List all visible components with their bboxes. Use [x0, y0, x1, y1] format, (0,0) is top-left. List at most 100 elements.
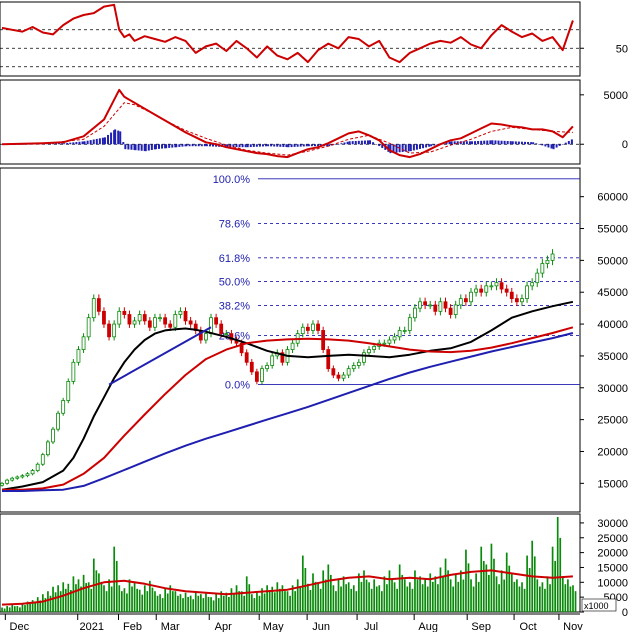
volume-bar — [411, 588, 414, 612]
candle-body — [45, 441, 50, 456]
histogram-bar — [564, 142, 567, 145]
candle-body — [463, 298, 468, 303]
volume-bar — [472, 586, 475, 612]
volume-bar — [470, 579, 472, 612]
candle-body — [35, 463, 40, 471]
volume-bar — [437, 584, 439, 612]
histogram-bar — [215, 144, 218, 147]
histogram-bar — [544, 144, 547, 147]
volume-bar — [13, 606, 16, 612]
volume-bar — [490, 543, 493, 612]
histogram-bar — [375, 144, 378, 145]
candle-body — [249, 361, 254, 373]
candle-body — [244, 352, 249, 363]
histogram-bar — [75, 142, 78, 145]
candle-body — [265, 365, 269, 370]
volume-bar — [291, 585, 294, 612]
histogram-bar — [171, 144, 174, 148]
volume-bar — [235, 585, 238, 612]
volume-bar — [266, 585, 268, 612]
candle-body — [15, 476, 20, 479]
volume-bar — [3, 608, 6, 612]
volume-bar — [444, 558, 447, 612]
candle-body — [326, 349, 331, 370]
candle-body — [443, 301, 448, 309]
histogram-bar — [567, 141, 570, 145]
candle-body — [178, 310, 183, 315]
candle-body — [10, 477, 15, 481]
volume-bar — [449, 579, 452, 612]
histogram-bar — [194, 144, 197, 147]
histogram-bar — [61, 143, 64, 145]
volume-bar — [268, 591, 271, 612]
volume-bar — [174, 591, 177, 612]
histogram-bar — [103, 137, 106, 145]
volume-bar — [108, 579, 110, 612]
histogram-bar — [191, 144, 194, 147]
candle-body — [91, 298, 96, 319]
volume-bar — [352, 585, 355, 612]
candle-body — [545, 259, 550, 264]
histogram-bar — [415, 144, 418, 150]
candle-body — [5, 479, 9, 484]
volume-bar — [194, 591, 197, 612]
histogram-bar — [279, 144, 282, 147]
volume-bar — [327, 564, 330, 612]
histogram-bar — [378, 144, 381, 147]
candle-body — [204, 333, 208, 341]
volume-bar — [363, 570, 365, 612]
histogram-bar — [360, 140, 363, 145]
histogram-bar — [184, 144, 187, 147]
histogram-bar — [436, 144, 439, 145]
volume-bar — [554, 561, 556, 612]
histogram-bar — [127, 144, 130, 150]
x-tick-label: Nov — [563, 621, 583, 632]
volume-bar — [8, 607, 11, 612]
histogram-bar — [340, 143, 343, 145]
volume-bar — [182, 598, 184, 612]
candle-body — [137, 314, 142, 322]
candle-body — [362, 352, 366, 363]
candle-body — [418, 301, 422, 309]
candle-body — [51, 428, 55, 443]
histogram-bar — [134, 144, 137, 151]
volume-bar — [322, 570, 325, 612]
volume-bar — [477, 581, 480, 612]
volume-bar — [345, 584, 347, 612]
histogram-bar — [78, 141, 81, 145]
histogram-bar — [511, 141, 514, 145]
volume-bar — [482, 561, 485, 612]
histogram-bar — [188, 144, 191, 147]
histogram-bar — [205, 144, 208, 147]
candle-body — [86, 317, 91, 338]
volume-bar — [386, 584, 388, 612]
candle-body — [122, 310, 127, 315]
volume-bar — [100, 581, 103, 612]
histogram-bar — [69, 142, 72, 145]
series-line — [1, 88, 574, 159]
volume-bar — [289, 595, 291, 612]
histogram-bar — [409, 144, 412, 152]
volume-bar — [434, 576, 437, 612]
candle-body — [173, 314, 178, 328]
candle-body — [484, 285, 489, 293]
histogram-bar — [418, 144, 421, 149]
candle-body — [96, 298, 101, 312]
histogram-bar — [470, 141, 473, 145]
histogram-bar — [81, 141, 84, 145]
volume-bar — [465, 549, 467, 612]
candle-body — [397, 330, 402, 338]
candle-body — [61, 400, 66, 414]
volume-bar — [256, 591, 258, 612]
volume-bar — [284, 591, 286, 612]
x-tick-label: Oct — [520, 621, 537, 632]
series-line — [2, 326, 574, 491]
candle-body — [117, 310, 122, 325]
histogram-bar — [208, 144, 211, 147]
candle-body — [413, 307, 417, 319]
panel-oscillator: 50 — [0, 1, 628, 77]
volume-bar — [475, 573, 477, 612]
histogram-bar — [552, 144, 555, 150]
volume-bar — [238, 591, 240, 612]
candle-body — [387, 339, 392, 344]
